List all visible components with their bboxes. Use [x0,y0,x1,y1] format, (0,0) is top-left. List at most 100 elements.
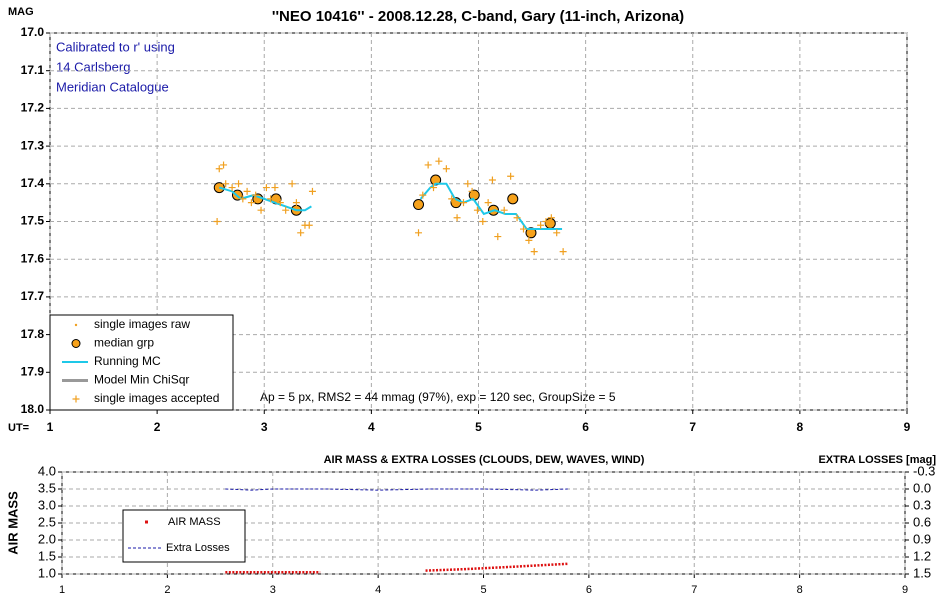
x-tick-label: 8 [797,584,803,596]
y-tick-label: 17.4 [21,176,45,190]
median-point [413,199,425,211]
plus-point [530,248,538,256]
legend-label: AIR MASS [168,516,221,528]
plus-point [276,199,284,207]
legend-label: single images accepted [94,391,219,405]
plus-point [553,229,561,237]
plus-point [453,214,461,222]
x-tick-label: 2 [154,420,161,434]
x-tick-label: 6 [582,420,589,434]
plus-point [228,184,236,192]
y-tick-label: 1.0 [38,565,56,580]
legend-label: single images raw [94,317,190,331]
plus-point [419,191,427,199]
x-tick-label: 4 [368,420,375,434]
y-tick-label: 17.7 [21,289,45,303]
legend-swatch [145,520,148,524]
y-tick-label: 17.0 [21,25,45,39]
x-tick-label: 3 [261,420,268,434]
y2-tick-label: -0.3 [913,463,935,478]
series-line [218,182,563,231]
x-tick-label: 8 [797,420,804,434]
y2-tick-label: 0.6 [913,514,931,529]
x-tick-label: 9 [904,420,911,434]
chart-title: ''NEO 10416'' - 2008.12.28, C-band, Gary… [272,8,684,25]
plus-point [220,161,228,169]
plus-point [308,187,316,195]
y-axis-label: MAG [8,6,34,18]
y-tick-label: 18.0 [21,402,45,416]
legend-label: median grp [94,336,154,350]
plus-point [297,229,305,237]
plus-point [222,180,230,188]
plus-point [267,195,275,203]
annotation: Meridian Catalogue [56,79,169,94]
plus-point [513,214,521,222]
y-tick-label: 2.5 [38,514,56,529]
plus-point [442,165,450,173]
plus-point [460,199,468,207]
y2-tick-label: 1.5 [913,565,931,580]
y2-axis-label: EXTRA LOSSES [mag] [818,454,936,466]
y-tick-label: 3.5 [38,480,56,495]
y-tick-label: 17.9 [21,364,45,378]
x-tick-label: 4 [375,584,381,596]
x-tick-label: 6 [586,584,592,596]
footnote: Ap = 5 px, RMS2 = 44 mmag (97%), exp = 1… [260,390,616,404]
plus-point [262,184,270,192]
x-tick-label: 2 [164,584,170,596]
chart-title: AIR MASS & EXTRA LOSSES (CLOUDS, DEW, WA… [324,454,645,466]
y-tick-label: 17.1 [21,63,45,77]
x-tick-label: 7 [691,584,697,596]
median-point [525,227,537,239]
y-tick-label: 2.0 [38,531,56,546]
x-tick-label: 7 [689,420,696,434]
plus-point [257,206,265,214]
plus-point [519,225,527,233]
plus-point [271,184,279,192]
y-tick-label: 17.8 [21,327,45,341]
plus-point [488,176,496,184]
plus-point [464,180,472,188]
plus-point [252,191,260,199]
plus-point [292,199,300,207]
y-tick-label: 17.5 [21,214,45,228]
y-tick-label: 3.0 [38,497,56,512]
y2-tick-label: 0.3 [913,497,931,512]
plus-point [547,214,555,222]
plus-point [542,218,550,225]
series-line [225,562,568,574]
y2-tick-label: 0.0 [913,480,931,495]
x-tick-label: 5 [480,584,486,596]
series-line [225,488,568,491]
plus-point [448,195,456,203]
plus-point [479,218,487,225]
y-tick-label: 4.0 [38,463,56,478]
plus-point [525,236,533,244]
y2-tick-label: 1.2 [913,548,931,563]
legend-swatch [72,395,80,403]
legend-swatch [71,339,81,348]
plus-point [537,221,545,229]
plus-point [430,184,438,192]
x-tick-label: 1 [47,420,54,434]
annotation: 14 Carlsberg [56,59,130,74]
plus-point [215,165,223,173]
plus-point [500,206,508,214]
median-point [430,174,442,186]
y-tick-label: 17.3 [21,138,45,152]
plus-point [559,248,567,256]
legend-box [122,509,246,563]
plus-point [473,206,481,214]
plus-point [282,206,290,214]
plus-point [288,180,296,188]
legend-label: Extra Losses [166,542,230,554]
legend-label: Model Min ChiSqr [94,373,189,387]
legend-swatch [74,323,78,327]
median-point [544,217,556,229]
plus-point [494,233,502,241]
x-axis-label: UT= [8,422,29,434]
plus-point [305,221,313,229]
plus-point [484,199,492,207]
